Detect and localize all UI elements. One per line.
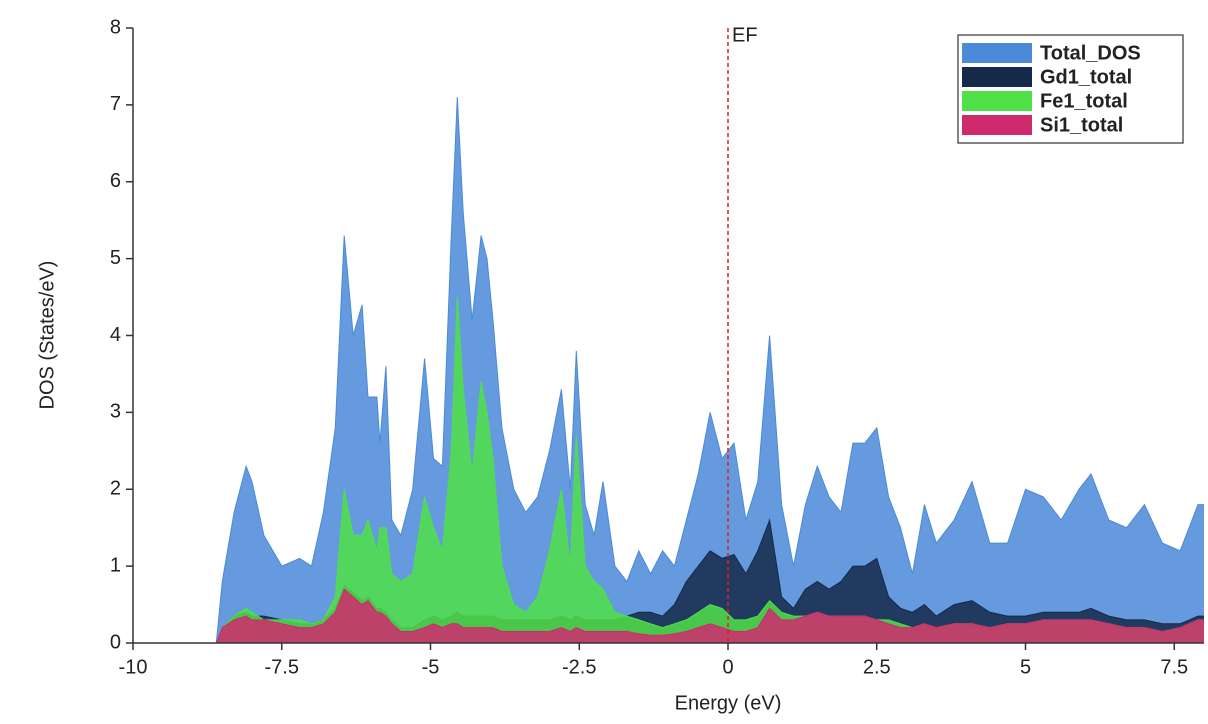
- y-tick-label: 5: [110, 247, 121, 269]
- legend-swatch: [962, 43, 1032, 63]
- legend-label: Fe1_total: [1040, 90, 1128, 112]
- x-axis-label: Energy (eV): [675, 692, 782, 714]
- legend-label: Gd1_total: [1040, 66, 1132, 88]
- area-fill: [133, 589, 1204, 643]
- y-tick-label: 4: [110, 324, 121, 346]
- y-tick-label: 1: [110, 554, 121, 576]
- x-tick-label: 0: [722, 656, 733, 678]
- area-line: [133, 588, 1204, 644]
- y-tick-label: 8: [110, 16, 121, 38]
- y-axis-label: DOS (States/eV): [36, 261, 58, 410]
- y-tick-label: 6: [110, 170, 121, 192]
- area-fill: [133, 97, 1204, 643]
- legend-swatch: [962, 67, 1032, 87]
- y-tick-label: 7: [110, 93, 121, 115]
- x-tick-label: 5: [1020, 656, 1031, 678]
- x-tick-label: -2.5: [562, 656, 596, 678]
- x-tick-label: 7.5: [1160, 656, 1188, 678]
- legend-label: Total_DOS: [1040, 42, 1141, 64]
- y-tick-label: 3: [110, 401, 121, 423]
- area-line: [133, 97, 1204, 644]
- legend-swatch: [962, 91, 1032, 111]
- x-tick-label: -7.5: [265, 656, 299, 678]
- legend-swatch: [962, 115, 1032, 135]
- fermi-label: EF: [732, 24, 758, 46]
- y-tick-label: 0: [110, 631, 121, 653]
- x-tick-label: 2.5: [863, 656, 891, 678]
- x-tick-label: -10: [119, 656, 148, 678]
- x-tick-label: -5: [422, 656, 440, 678]
- legend-label: Si1_total: [1040, 114, 1123, 136]
- y-tick-label: 2: [110, 478, 121, 500]
